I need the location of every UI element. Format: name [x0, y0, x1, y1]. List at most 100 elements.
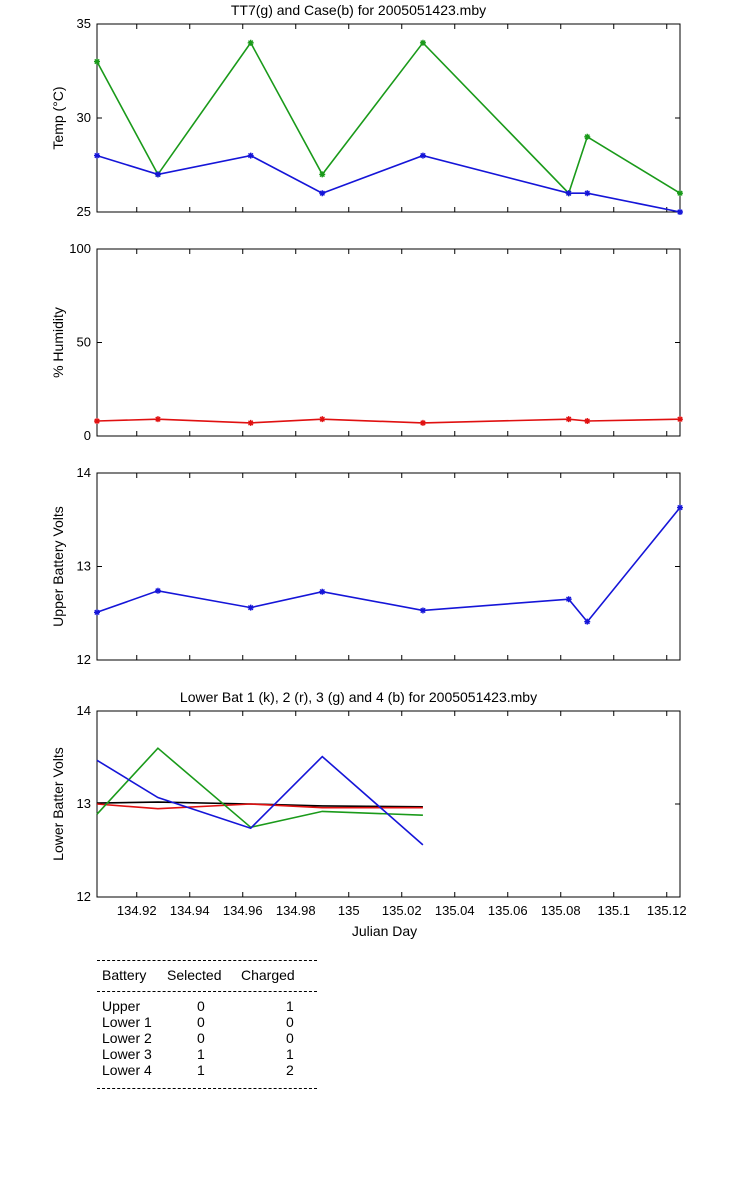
y-tick-label: 12 — [77, 652, 91, 667]
table-row: Upper 0 1 — [97, 998, 317, 1014]
y-axis-label: Temp (°C) — [50, 86, 66, 149]
data-point-marker — [319, 190, 326, 197]
x-tick-label: 134.92 — [117, 903, 157, 918]
y-tick-label: 35 — [77, 16, 91, 31]
y-tick-label: 50 — [77, 335, 91, 350]
y-tick-label: 14 — [77, 465, 91, 480]
data-point-marker — [419, 152, 426, 159]
plot-frame — [96, 23, 681, 213]
row-selected: 0 — [197, 998, 205, 1014]
y-axis-label: % Humidity — [50, 307, 66, 378]
data-point-marker — [419, 39, 426, 46]
y-axis-label: Upper Battery Volts — [50, 506, 66, 627]
row-selected: 0 — [197, 1014, 205, 1030]
series-line-1 — [96, 418, 681, 424]
data-point-marker — [419, 419, 426, 426]
data-point-marker — [419, 607, 426, 614]
row-battery: Upper — [102, 998, 141, 1014]
chart-panel-1: 25 30 35 TT7(g) and Case(b) for 2005051423.… — [50, 2, 683, 219]
data-point-marker — [94, 152, 100, 159]
x-tick-label: 135.06 — [488, 903, 528, 918]
data-point-marker — [565, 416, 572, 423]
x-tick-label: 134.98 — [276, 903, 316, 918]
x-axis-label: Julian Day — [352, 923, 417, 939]
data-point-marker — [154, 416, 161, 423]
plot-frame — [96, 472, 681, 661]
x-tick-label: 135.1 — [597, 903, 630, 918]
row-charged: 0 — [286, 1030, 294, 1046]
row-charged: 2 — [286, 1062, 294, 1078]
header-charged: Charged — [241, 967, 295, 983]
data-point-marker — [154, 171, 161, 178]
series-line-1 — [96, 41, 681, 195]
chart-panel-4: 12 13 14 134.92 134.94 134.96 134.98 135 135.02 1… — [50, 689, 687, 939]
table-bottom-divider — [97, 1088, 317, 1089]
x-tick-label: 135.08 — [541, 903, 581, 918]
row-battery: Lower 4 — [102, 1062, 152, 1078]
table-header-divider — [97, 991, 317, 992]
row-charged: 1 — [286, 1046, 294, 1062]
data-point-marker — [677, 190, 683, 197]
row-selected: 0 — [197, 1030, 205, 1046]
series-line-3 — [96, 747, 423, 829]
x-tick-label: 135.12 — [647, 903, 687, 918]
data-point-marker — [247, 419, 254, 426]
y-tick-label: 14 — [77, 703, 91, 718]
data-point-marker — [677, 209, 683, 215]
chart-panel-2: 0 50 100 % Humidity — [50, 241, 683, 443]
y-tick-label: 0 — [84, 428, 91, 443]
series-line-1 — [96, 507, 681, 623]
battery-table: Battery Selected Charged Upper 0 1 Lower… — [97, 960, 317, 1089]
table-top-divider — [97, 960, 317, 961]
x-tick-label: 135 — [338, 903, 360, 918]
y-tick-label: 30 — [77, 110, 91, 125]
x-tick-label: 134.96 — [223, 903, 263, 918]
row-selected: 1 — [197, 1046, 205, 1062]
data-point-marker — [565, 596, 572, 603]
plot-frame — [96, 710, 681, 898]
data-point-marker — [319, 588, 326, 595]
data-point-marker — [319, 171, 326, 178]
data-point-marker — [584, 418, 591, 425]
series-line-4 — [96, 755, 424, 846]
data-point-marker — [565, 190, 572, 197]
charts-canvas: 25 30 35 TT7(g) and Case(b) for 2005051423.… — [50, 2, 687, 939]
chart-panel-3: 12 13 14 Upper Battery Volts — [50, 465, 683, 667]
data-point-marker — [677, 416, 683, 423]
data-point-marker — [319, 416, 326, 423]
table-row: Lower 1 0 0 — [97, 1014, 317, 1030]
data-point-marker — [94, 58, 100, 65]
table-row: Lower 3 1 1 — [97, 1046, 317, 1062]
y-tick-label: 100 — [69, 241, 91, 256]
header-battery: Battery — [102, 967, 147, 983]
row-charged: 1 — [286, 998, 294, 1014]
row-battery: Lower 2 — [102, 1030, 152, 1046]
y-axis-label: Lower Batter Volts — [50, 747, 66, 861]
series-line-2 — [96, 154, 681, 213]
data-point-marker — [584, 190, 591, 197]
data-point-marker — [584, 133, 591, 140]
table-row: Lower 2 0 0 — [97, 1030, 317, 1046]
data-point-marker — [94, 418, 100, 425]
header-selected: Selected — [167, 967, 222, 983]
series-line-2 — [96, 803, 423, 810]
y-tick-label: 13 — [77, 559, 91, 574]
plot-frame — [96, 248, 681, 437]
data-point-marker — [247, 152, 254, 159]
data-point-marker — [154, 587, 161, 594]
chart-title: Lower Bat 1 (k), 2 (r), 3 (g) and 4 (b) … — [180, 689, 537, 705]
table-row: Lower 4 1 2 — [97, 1062, 317, 1078]
data-point-marker — [677, 504, 683, 511]
row-charged: 0 — [286, 1014, 294, 1030]
row-battery: Lower 3 — [102, 1046, 152, 1062]
x-tick-label: 135.02 — [382, 903, 422, 918]
y-tick-label: 12 — [77, 889, 91, 904]
table-header-row: Battery Selected Charged — [97, 967, 317, 983]
data-point-marker — [94, 609, 100, 616]
y-tick-label: 13 — [77, 796, 91, 811]
row-battery: Lower 1 — [102, 1014, 152, 1030]
data-point-marker — [247, 604, 254, 611]
x-tick-label: 134.94 — [170, 903, 210, 918]
chart-title: TT7(g) and Case(b) for 2005051423.mby — [231, 2, 486, 18]
x-tick-label: 135.04 — [435, 903, 475, 918]
